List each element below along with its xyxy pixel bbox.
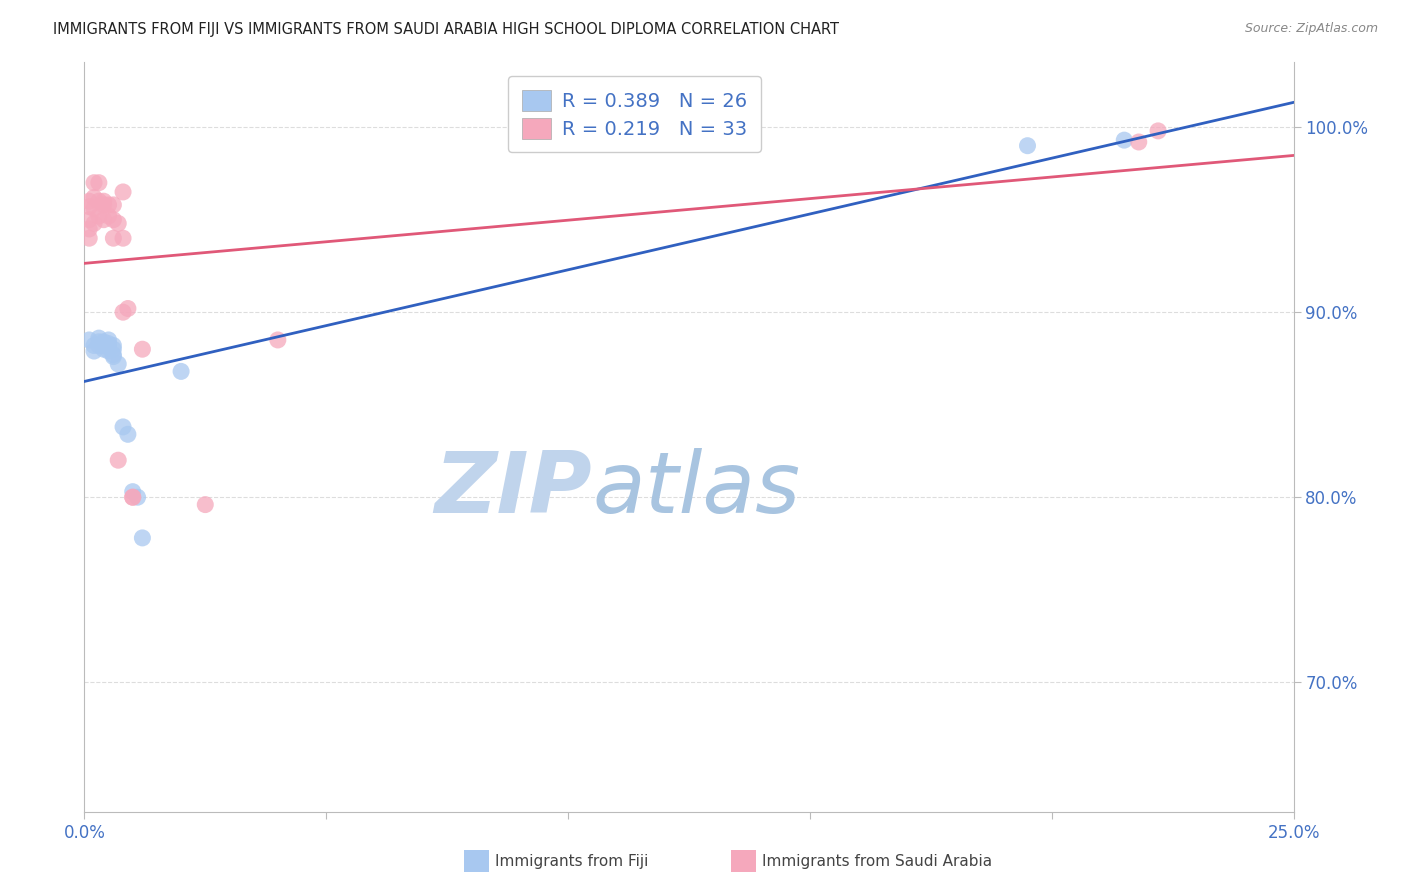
Legend: R = 0.389   N = 26, R = 0.219   N = 33: R = 0.389 N = 26, R = 0.219 N = 33 [508, 76, 761, 153]
Point [1147, 124, 1170, 138]
Text: Immigrants from Saudi Arabia: Immigrants from Saudi Arabia [762, 855, 993, 869]
Point [77, 200, 100, 214]
Point [117, 427, 139, 442]
Point [77, 231, 100, 245]
Point [117, 301, 139, 316]
Point [107, 216, 129, 230]
Point [112, 305, 135, 319]
Point [112, 420, 135, 434]
Point [97, 333, 120, 347]
Point [1017, 138, 1039, 153]
Point [97, 340, 120, 354]
Point [93, 194, 115, 209]
Point [83, 202, 105, 216]
Point [83, 216, 105, 230]
Point [112, 185, 135, 199]
Point [87, 334, 110, 349]
Point [97, 209, 120, 223]
Point [103, 338, 125, 352]
Point [87, 331, 110, 345]
Point [121, 484, 143, 499]
Point [194, 498, 217, 512]
Point [121, 490, 143, 504]
Point [87, 194, 110, 209]
Point [87, 338, 110, 352]
Point [93, 342, 115, 356]
Text: atlas: atlas [592, 448, 800, 531]
Point [77, 194, 100, 209]
Point [83, 176, 105, 190]
Point [103, 231, 125, 245]
Point [93, 212, 115, 227]
Point [131, 531, 153, 545]
Point [103, 342, 125, 356]
Point [97, 344, 120, 359]
Point [127, 490, 149, 504]
Point [103, 350, 125, 364]
Point [112, 231, 135, 245]
Point [77, 222, 100, 236]
Point [83, 338, 105, 352]
Point [83, 190, 105, 204]
Point [97, 198, 120, 212]
Point [107, 357, 129, 371]
Point [93, 334, 115, 349]
Point [121, 490, 143, 504]
Point [103, 348, 125, 362]
Point [107, 453, 129, 467]
Point [83, 344, 105, 359]
Point [170, 364, 193, 378]
Point [1114, 133, 1136, 147]
Point [87, 209, 110, 223]
Point [77, 333, 100, 347]
Point [131, 342, 153, 356]
Point [77, 212, 100, 227]
Point [103, 212, 125, 227]
Text: Source: ZipAtlas.com: Source: ZipAtlas.com [1244, 22, 1378, 36]
Point [87, 176, 110, 190]
Point [97, 336, 120, 351]
Point [1128, 135, 1150, 149]
Point [93, 198, 115, 212]
Point [103, 198, 125, 212]
Text: IMMIGRANTS FROM FIJI VS IMMIGRANTS FROM SAUDI ARABIA HIGH SCHOOL DIPLOMA CORRELA: IMMIGRANTS FROM FIJI VS IMMIGRANTS FROM … [53, 22, 839, 37]
Text: ZIP: ZIP [434, 448, 592, 531]
Point [267, 333, 290, 347]
Text: Immigrants from Fiji: Immigrants from Fiji [495, 855, 648, 869]
Y-axis label: High School Diploma: High School Diploma [0, 358, 7, 516]
Point [93, 338, 115, 352]
